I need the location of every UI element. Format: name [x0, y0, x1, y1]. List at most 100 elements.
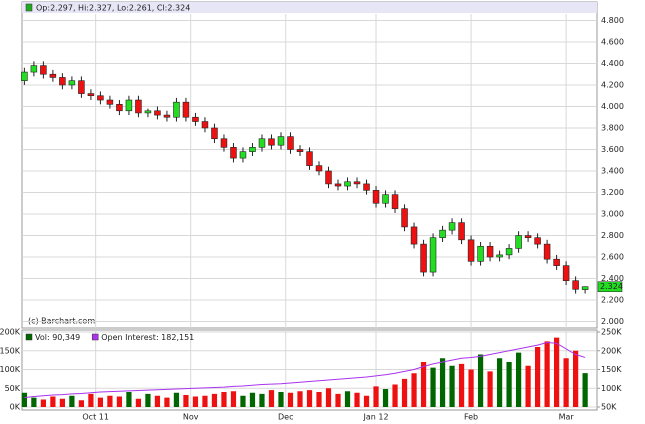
- volume-bar: [135, 398, 142, 407]
- candle-body: [135, 99, 142, 114]
- candle-body: [410, 226, 418, 245]
- volume-bar: [553, 337, 560, 407]
- candle-body: [287, 136, 294, 150]
- volume-bar: [221, 392, 227, 407]
- y-tick-label: 3.200: [601, 188, 624, 197]
- y-tick-label: 3.400: [601, 167, 624, 176]
- candle-body: [116, 104, 123, 112]
- candle-body: [496, 254, 503, 258]
- volume-bar: [458, 363, 465, 407]
- candle-body: [581, 286, 589, 290]
- candle-body: [515, 235, 522, 249]
- volume-bar: [154, 395, 161, 407]
- credit: (c) Barchart.com: [28, 317, 95, 326]
- candle-body: [562, 265, 570, 281]
- y-tick-label: 4.400: [601, 59, 624, 68]
- candle-body: [534, 237, 541, 245]
- y-tick-label: 200K: [0, 328, 21, 337]
- volume-bar: [420, 362, 427, 407]
- y-tick-label: 100K: [0, 365, 21, 374]
- candle-body: [173, 101, 180, 118]
- y2-tick-label: 200K: [601, 346, 622, 355]
- volume-bar: [145, 393, 151, 407]
- candle-body: [182, 101, 190, 118]
- volume-bar: [78, 400, 85, 407]
- candle-body: [306, 151, 313, 166]
- volume-bar: [50, 396, 56, 407]
- candle-body: [363, 183, 370, 191]
- volume-bar: [259, 393, 265, 407]
- y-tick-label: 2.600: [601, 253, 624, 262]
- candle-body: [486, 245, 494, 258]
- volume-bar: [183, 395, 189, 407]
- candle-body: [59, 77, 66, 86]
- candle-body: [78, 80, 85, 94]
- volume-bar: [401, 378, 408, 407]
- volume-bar: [59, 398, 66, 407]
- y-tick-label: 4.200: [601, 80, 624, 89]
- candle-body: [249, 147, 256, 152]
- volume-bar: [392, 384, 398, 407]
- candle-body: [325, 170, 332, 185]
- candle-body: [258, 138, 266, 148]
- volume-bar: [534, 347, 541, 407]
- y-tick-label: 3.000: [601, 210, 624, 219]
- volume-bar: [69, 395, 75, 407]
- candle-body: [382, 194, 389, 204]
- legend-label: Vol: 90,349: [35, 333, 80, 342]
- candle-body: [458, 222, 465, 241]
- volume-bar: [411, 373, 417, 407]
- volume-bar: [116, 396, 123, 407]
- volume-bar: [249, 392, 256, 407]
- volume-bar: [325, 388, 332, 407]
- candle-body: [296, 149, 304, 152]
- volume-bar: [192, 396, 199, 407]
- candle-body: [477, 245, 484, 262]
- y-tick-label: 150K: [0, 346, 21, 355]
- y-tick-label: 3.800: [601, 123, 624, 132]
- volume-bar: [97, 397, 104, 407]
- candle-body: [40, 65, 47, 75]
- candle-body: [21, 71, 28, 81]
- candle-body: [201, 121, 209, 129]
- volume-bar: [582, 373, 588, 407]
- y2-tick-label: 50K: [601, 403, 617, 412]
- y-tick-label: 4.600: [601, 37, 624, 46]
- volume-bar: [306, 390, 313, 407]
- candle-body: [344, 181, 351, 187]
- last-price-box: [597, 281, 623, 292]
- y-tick-label: 4.000: [601, 102, 624, 111]
- volume-bar: [354, 392, 360, 407]
- candle-body: [372, 190, 380, 204]
- volume-bar: [268, 390, 275, 407]
- x-tick-label: Jan 12: [362, 413, 388, 422]
- x-tick-label: Oct 11: [82, 413, 109, 422]
- volume-bar: [335, 393, 341, 407]
- y2-tick-label: 100K: [601, 384, 622, 393]
- volume-bar: [573, 350, 579, 407]
- y-tick-label: 2.000: [601, 317, 624, 326]
- candle-body: [106, 99, 114, 105]
- volume-bar: [449, 365, 455, 407]
- candle-body: [391, 194, 399, 209]
- candle-body: [30, 65, 38, 73]
- volume-bar: [430, 367, 436, 407]
- volume-bar: [487, 371, 493, 407]
- candle-body: [230, 147, 237, 159]
- volume-bar: [297, 391, 303, 407]
- volume-bar: [40, 399, 46, 407]
- candle-body: [220, 138, 228, 148]
- volume-bar: [202, 395, 208, 407]
- candle-body: [97, 95, 104, 101]
- candle-body: [543, 243, 551, 260]
- volume-bar: [31, 397, 37, 407]
- volume-bar: [240, 395, 246, 407]
- header-icon: [25, 3, 33, 12]
- volume-bar: [506, 362, 512, 407]
- volume-bar: [287, 392, 294, 407]
- volume-bar: [525, 365, 531, 407]
- volume-bar: [316, 392, 322, 407]
- y-tick-label: 2.800: [601, 231, 624, 240]
- ohlc-header: Op:2.297, Hi:2.327, Lo:2.261, Cl:2.324: [36, 4, 190, 13]
